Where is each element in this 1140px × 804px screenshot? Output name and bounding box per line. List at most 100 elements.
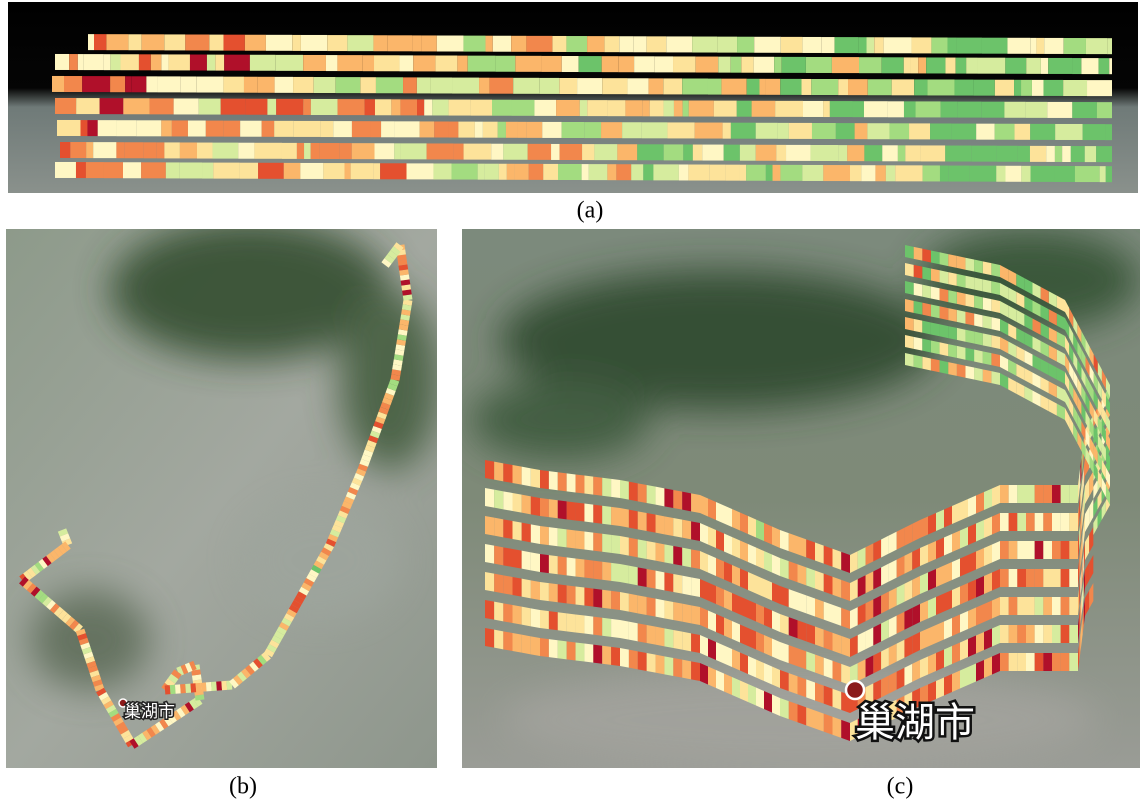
ribbon-segment: [406, 305, 407, 310]
ribbon-segment: [1026, 102, 1048, 118]
ribbon-segment: [952, 531, 960, 553]
ribbon-segment: [991, 299, 1000, 313]
ribbon-segment: [983, 351, 992, 365]
ribbon-segment: [479, 78, 490, 94]
ribbon-segment: [540, 582, 549, 601]
ribbon-segment: [756, 576, 764, 598]
ribbon-segment: [940, 324, 949, 338]
ribbon-segment: [300, 593, 302, 597]
ribbon-segment: [740, 653, 748, 675]
ribbon-segment: [1043, 541, 1052, 559]
ribbon-segment: [773, 165, 781, 181]
ribbon-segment: [905, 299, 914, 313]
ribbon-segment: [531, 524, 540, 544]
ribbon-segment: [948, 326, 957, 340]
ribbon-segment: [731, 57, 741, 73]
ribbon-segment: [1017, 597, 1026, 615]
ribbon-segment: [629, 510, 638, 530]
ribbon-segment: [293, 77, 314, 93]
ribbon-segment: [485, 628, 494, 648]
ribbon-segment: [1009, 625, 1018, 643]
ribbon-segment: [952, 587, 960, 609]
ribbon-segment: [1031, 166, 1054, 182]
ribbon-segment: [620, 592, 629, 612]
ribbon-segment: [772, 695, 780, 717]
ribbon-segment: [611, 507, 620, 526]
ribbon-segment: [740, 569, 748, 591]
ribbon-segment: [823, 101, 830, 117]
ribbon-segment: [319, 143, 340, 159]
ribbon-segment: [764, 523, 772, 545]
ribbon-segment: [338, 522, 340, 527]
ribbon-segment: [529, 164, 544, 180]
ribbon-segment: [41, 563, 45, 566]
ribbon-segment: [240, 675, 244, 678]
ribbon-segment: [567, 557, 576, 576]
ribbon-segment: [412, 35, 421, 51]
ribbon-segment: [764, 663, 772, 685]
ribbon-segment: [245, 35, 266, 51]
ribbon-segment: [57, 551, 61, 554]
ribbon-segment: [1047, 102, 1072, 118]
ribbon-segment: [772, 583, 780, 605]
ribbon-segment: [1026, 513, 1035, 531]
ribbon-segment: [798, 676, 807, 697]
ribbon-segment: [495, 56, 515, 72]
ribbon-segment: [708, 611, 716, 633]
ribbon-segment: [664, 544, 673, 564]
ribbon-segment: [352, 143, 375, 159]
ribbon-segment: [183, 708, 187, 711]
ribbon-segment: [627, 78, 648, 94]
ribbon-segment: [199, 99, 221, 115]
ribbon-segment: [754, 57, 775, 73]
panel-c: 巢湖市: [462, 229, 1140, 770]
ribbon-segment: [1000, 653, 1009, 671]
ribbon-segment: [1004, 102, 1025, 118]
ribbon-segment: [1005, 58, 1026, 74]
ribbon-segment: [824, 686, 833, 707]
ribbon-segment: [110, 76, 125, 92]
ribbon-segment: [305, 585, 307, 589]
ribbon-segment: [1018, 146, 1030, 162]
ribbon-segment: [905, 281, 914, 295]
ribbon-segment: [1035, 541, 1044, 559]
ribbon-segment: [815, 627, 824, 648]
ribbon-segment: [945, 58, 955, 74]
ribbon-segment: [88, 653, 90, 658]
ribbon-segment: [691, 605, 700, 625]
ribbon-segment: [984, 601, 992, 623]
ribbon-segment: [303, 55, 326, 71]
ribbon-segment: [584, 532, 593, 551]
ribbon-segment: [806, 595, 815, 616]
ribbon-segment: [691, 493, 700, 513]
ribbon-segment: [1026, 58, 1041, 74]
ribbon-segment: [664, 600, 673, 620]
ribbon-segment: [559, 78, 577, 94]
ribbon-segment: [587, 100, 607, 116]
ribbon-segment: [531, 580, 540, 600]
ribbon-segment: [92, 667, 94, 672]
ribbon-segment: [97, 681, 99, 686]
ribbon-segment: [503, 144, 527, 160]
ribbon-segment: [1009, 597, 1018, 615]
ribbon-segment: [1087, 80, 1112, 96]
ribbon-segment: [815, 571, 824, 592]
ribbon-segment: [656, 655, 665, 675]
ribbon-segment: [94, 672, 96, 677]
ribbon-segment: [285, 620, 287, 624]
ribbon-segment: [830, 101, 853, 117]
ribbon-segment: [928, 625, 936, 647]
ribbon-segment: [584, 122, 601, 138]
ribbon-segment: [895, 165, 922, 181]
ribbon-segment: [928, 513, 936, 535]
ribbon-segment: [931, 268, 940, 282]
ribbon-segment: [1000, 513, 1009, 531]
ribbon-segment: [252, 665, 256, 668]
ribbon-segment: [513, 78, 539, 94]
ribbon-segment: [952, 671, 960, 693]
ribbon-segment: [304, 143, 311, 159]
ribbon-segment: [213, 163, 239, 179]
ribbon-segment: [968, 496, 976, 518]
ribbon-segment: [449, 122, 458, 138]
ribbon-segment: [132, 742, 136, 745]
